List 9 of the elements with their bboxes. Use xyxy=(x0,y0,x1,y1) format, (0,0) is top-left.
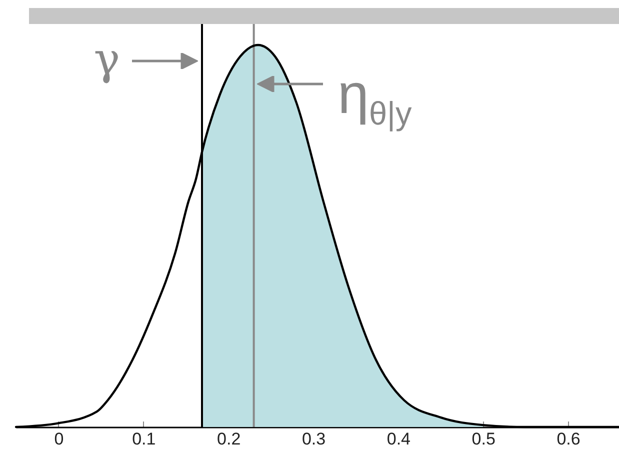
x-tick-label: 0.4 xyxy=(386,430,411,448)
x-tick-label: 0.6 xyxy=(556,430,580,448)
x-tick-label: 0.3 xyxy=(302,430,326,448)
ref-line-label: η$_{θ|y}$ xyxy=(338,62,412,132)
x-tick-label: 0.5 xyxy=(472,430,496,448)
x-tick-label: 0.1 xyxy=(132,430,156,448)
x-tick-label: 0.2 xyxy=(217,430,241,448)
x-tick-label: 0 xyxy=(54,430,64,448)
ref-line-label: γ xyxy=(94,34,120,85)
